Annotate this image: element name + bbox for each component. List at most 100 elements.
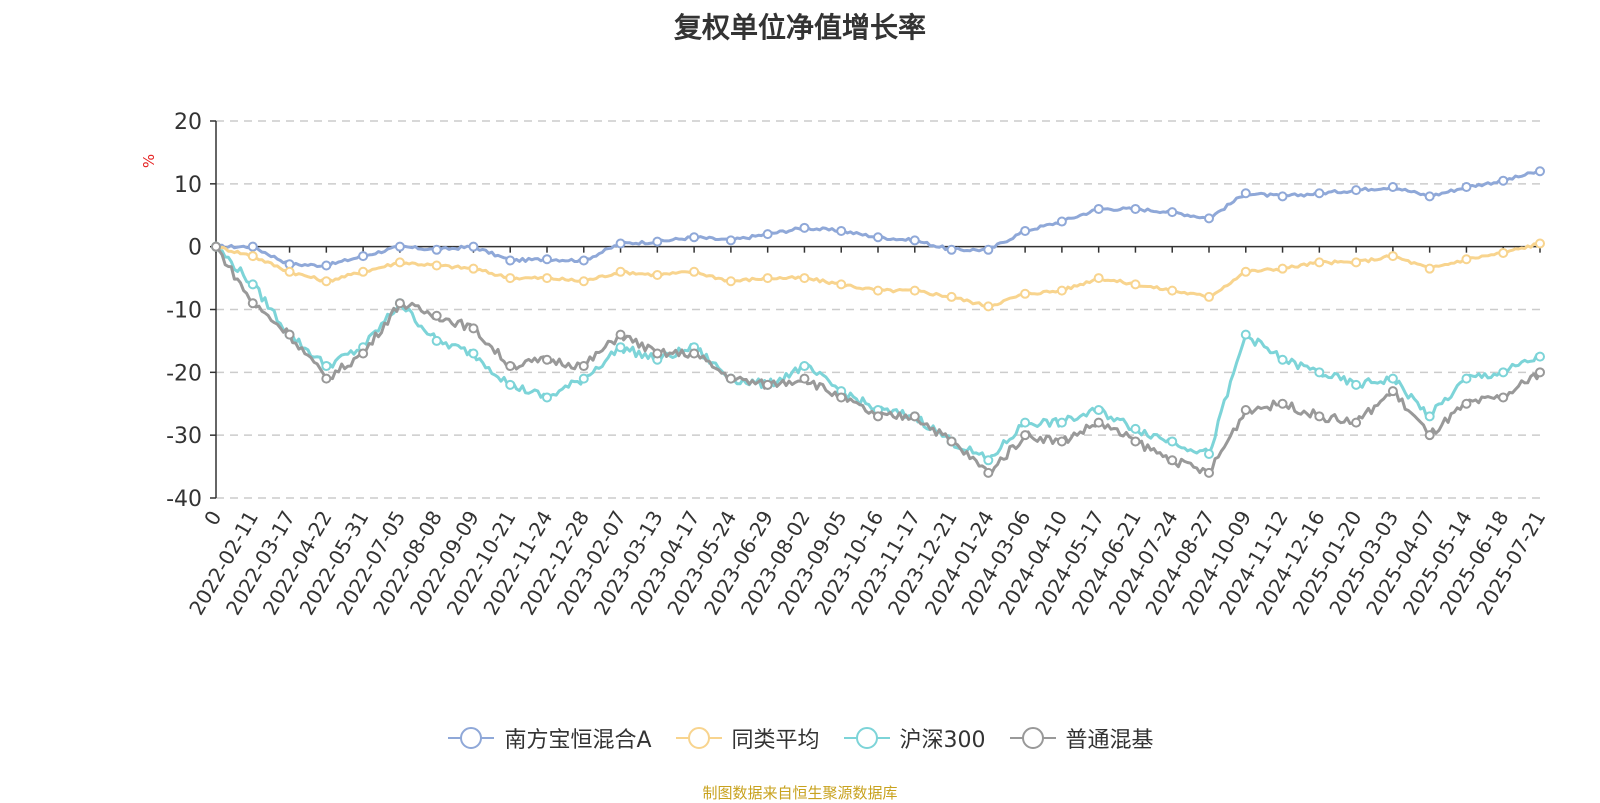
data-point [468,263,479,274]
data-point [1535,351,1545,362]
data-point [1240,188,1251,199]
data-point [1277,354,1288,365]
data-point [1167,436,1178,447]
data-point [431,335,442,346]
data-point [1130,203,1141,214]
data-point [394,241,405,252]
data-point [1167,207,1178,218]
data-point [1314,188,1325,199]
data-point [836,225,847,236]
data-point [1424,191,1435,202]
data-point [211,241,221,252]
data-point [1020,430,1031,441]
data-point [1020,417,1031,428]
data-point [394,298,405,309]
data-point [1240,405,1251,416]
data-point [1498,367,1509,378]
legend-item[interactable]: 沪深300 [842,722,986,754]
data-point [1020,288,1031,299]
data-point [615,238,626,249]
data-point [799,222,810,233]
data-point [1461,181,1472,192]
x-tick-label: 0 [199,507,226,530]
data-point [431,260,442,271]
data-point [799,361,810,372]
legend-label: 沪深300 [899,728,986,753]
data-point [1424,430,1435,441]
data-point [1314,257,1325,268]
data-point [1204,213,1214,224]
data-point [1020,225,1031,236]
data-point [1498,392,1509,403]
data-point [1093,273,1104,284]
legend-item[interactable]: 普通混基 [1008,722,1154,754]
data-point [1351,185,1362,196]
data-point [1461,373,1472,384]
data-point [247,251,258,262]
data-point [1056,216,1067,227]
data-point [689,266,700,277]
data-point [358,251,369,262]
data-point [1535,238,1545,249]
series-line [214,245,1541,462]
data-point [578,255,589,266]
y-tick-label: 10 [174,173,202,198]
y-tick-label: -20 [166,361,202,386]
source-note: 制图数据来自恒生聚源数据库 [702,784,898,802]
y-tick-label: 20 [174,110,202,135]
y-tick-label: 0 [188,236,202,261]
data-point [1277,191,1288,202]
data-point [762,379,773,390]
data-point [247,279,258,290]
data-point [1240,266,1251,277]
data-point [321,260,332,271]
data-point [578,361,589,372]
data-point [689,232,700,243]
data-point [873,285,883,296]
legend-marker-icon [843,727,890,749]
data-point [284,266,295,277]
data-point [1351,257,1362,268]
data-point [542,273,552,284]
data-point [1204,467,1214,478]
data-point [542,392,552,403]
data-point [1093,405,1104,416]
data-point [946,244,957,255]
data-point [983,467,994,478]
data-point [1167,455,1178,466]
data-point [689,348,700,359]
data-point [321,361,332,372]
data-point [725,276,736,287]
data-point [1093,203,1104,214]
data-point [1130,423,1141,434]
data-point [505,255,516,266]
data-point [983,455,994,466]
legend-item[interactable]: 同类平均 [674,722,820,754]
data-point [983,301,994,312]
series-line [214,245,1542,476]
data-point [615,329,626,340]
data-point [358,348,369,359]
data-point [652,236,663,247]
chart-title: 复权单位净值增长率 [673,11,926,44]
data-point [1204,291,1214,302]
data-point [1204,449,1214,460]
data-point [836,392,847,403]
legend-item[interactable]: 南方宝恒混合A [446,722,652,754]
legend-label: 同类平均 [731,728,820,753]
data-point [1314,367,1325,378]
data-point [321,276,332,287]
data-point [873,232,883,243]
y-tick-label: -10 [166,299,202,324]
data-point [1535,166,1545,177]
data-point [505,273,516,284]
data-point [505,361,516,372]
legend-marker-icon [675,727,722,749]
data-point [799,373,810,384]
data-point [946,291,957,302]
data-point [1277,398,1288,409]
data-point [983,244,994,255]
data-point [1498,175,1509,186]
data-point [431,310,442,321]
legend-marker-circle [460,727,483,749]
